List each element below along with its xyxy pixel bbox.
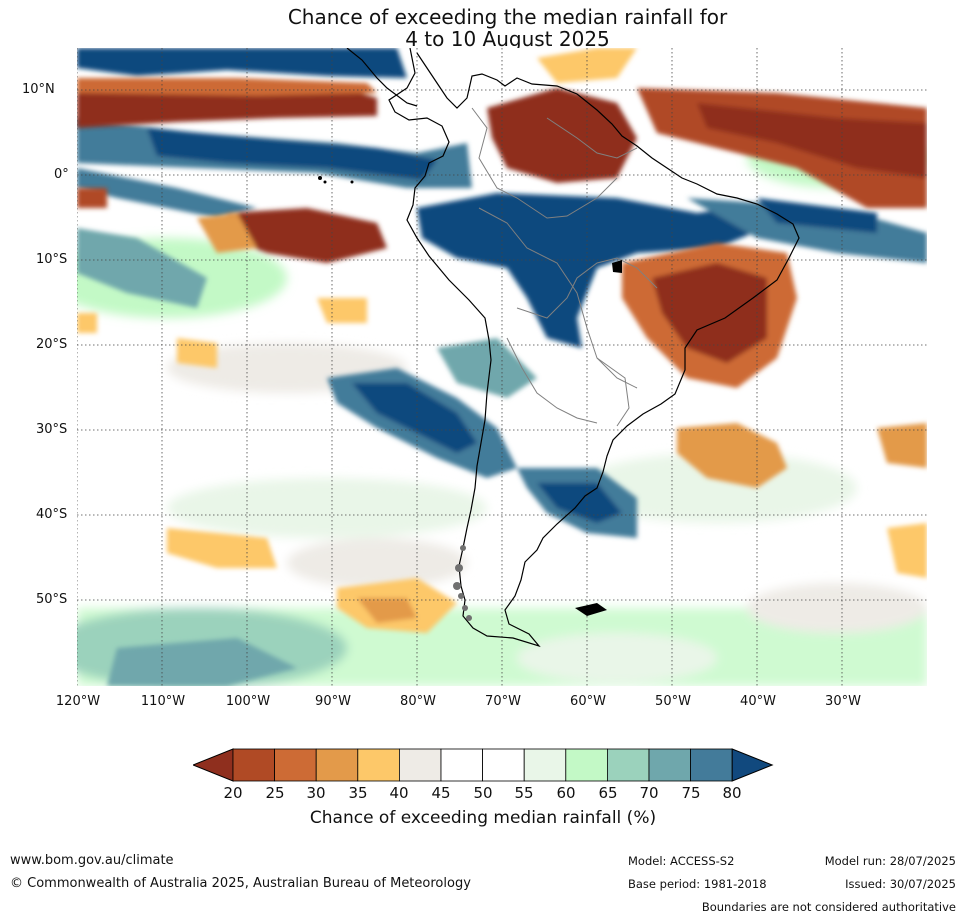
colorbar-tick-45: 45 [431, 784, 451, 802]
map-svg [77, 48, 927, 686]
colorbar [193, 748, 774, 782]
colorbar-segment [274, 748, 317, 782]
map-graticule [77, 48, 927, 686]
colorbar-tick-25: 25 [265, 784, 285, 802]
colorbar-segment [482, 748, 525, 782]
colorbar-arrow-low [193, 748, 234, 782]
colorbar-tick-55: 55 [514, 784, 534, 802]
lat-label-20S: 20°S [36, 337, 68, 352]
boundaries-disclaimer: Boundaries are not considered authoritat… [701, 900, 956, 914]
copyright-text: © Commonwealth of Australia 2025, Austra… [10, 876, 471, 891]
colorbar-segment [232, 748, 275, 782]
colorbar-segment [357, 748, 400, 782]
colorbar-tick-30: 30 [306, 784, 326, 802]
lon-label-40W: 40°W [740, 694, 776, 709]
falkland-islands [575, 603, 607, 616]
issued-date: Issued: 30/07/2025 [845, 877, 956, 891]
colorbar-segment [440, 748, 483, 782]
lat-label-50S: 50°S [36, 592, 68, 607]
lake-mark [612, 260, 622, 273]
model-name: Model: ACCESS-S2 [628, 854, 735, 868]
chile-archipelago [453, 545, 472, 621]
colorbar-tick-70: 70 [639, 784, 659, 802]
colorbar-tick-50: 50 [473, 784, 493, 802]
base-period: Base period: 1981-2018 [628, 877, 767, 891]
colorbar-tick-20: 20 [223, 784, 243, 802]
rainfall-map [77, 48, 927, 686]
colorbar-tick-75: 75 [681, 784, 701, 802]
colorbar-tick-65: 65 [598, 784, 618, 802]
lon-label-120W: 120°W [55, 694, 101, 709]
south-america-coastline [388, 48, 800, 648]
lon-label-100W: 100°W [225, 694, 271, 709]
lat-label-10S: 10°S [36, 252, 68, 267]
colorbar-tick-60: 60 [556, 784, 576, 802]
colorbar-label: Chance of exceeding median rainfall (%) [309, 808, 657, 828]
lon-label-70W: 70°W [485, 694, 521, 709]
lat-label-10N: 10°N [22, 82, 55, 97]
central-america-coastline [346, 48, 418, 107]
colorbar-segment [523, 748, 567, 782]
lon-label-60W: 60°W [570, 694, 606, 709]
model-run-date: Model run: 28/07/2025 [824, 854, 956, 868]
galapagos-islands [318, 176, 354, 184]
lat-label-0: 0° [54, 167, 69, 182]
lon-label-80W: 80°W [400, 694, 436, 709]
lon-label-90W: 90°W [315, 694, 351, 709]
map-title-line1: Chance of exceeding the median rainfall … [287, 5, 728, 29]
rainfall-field-dry [77, 48, 927, 633]
colorbar-segment [648, 748, 691, 782]
lat-label-30S: 30°S [36, 422, 68, 437]
colorbar-tick-35: 35 [348, 784, 368, 802]
lon-label-50W: 50°W [655, 694, 691, 709]
colorbar-segment [398, 748, 442, 782]
map-title-line2: 4 to 10 August 2025 [405, 27, 610, 51]
lon-label-110W: 110°W [140, 694, 186, 709]
colorbar-tick-40: 40 [389, 784, 409, 802]
website-link[interactable]: www.bom.gov.au/climate [10, 853, 174, 868]
colorbar-tick-80: 80 [722, 784, 742, 802]
lon-label-30W: 30°W [825, 694, 861, 709]
colorbar-arrow-high [731, 748, 774, 782]
colorbar-segment [315, 748, 359, 782]
colorbar-segment [690, 748, 733, 782]
colorbar-segment [606, 748, 650, 782]
colorbar-segment [565, 748, 608, 782]
rainfall-field-wet [77, 48, 927, 686]
country-borders [471, 107, 658, 427]
lat-label-40S: 40°S [36, 507, 68, 522]
